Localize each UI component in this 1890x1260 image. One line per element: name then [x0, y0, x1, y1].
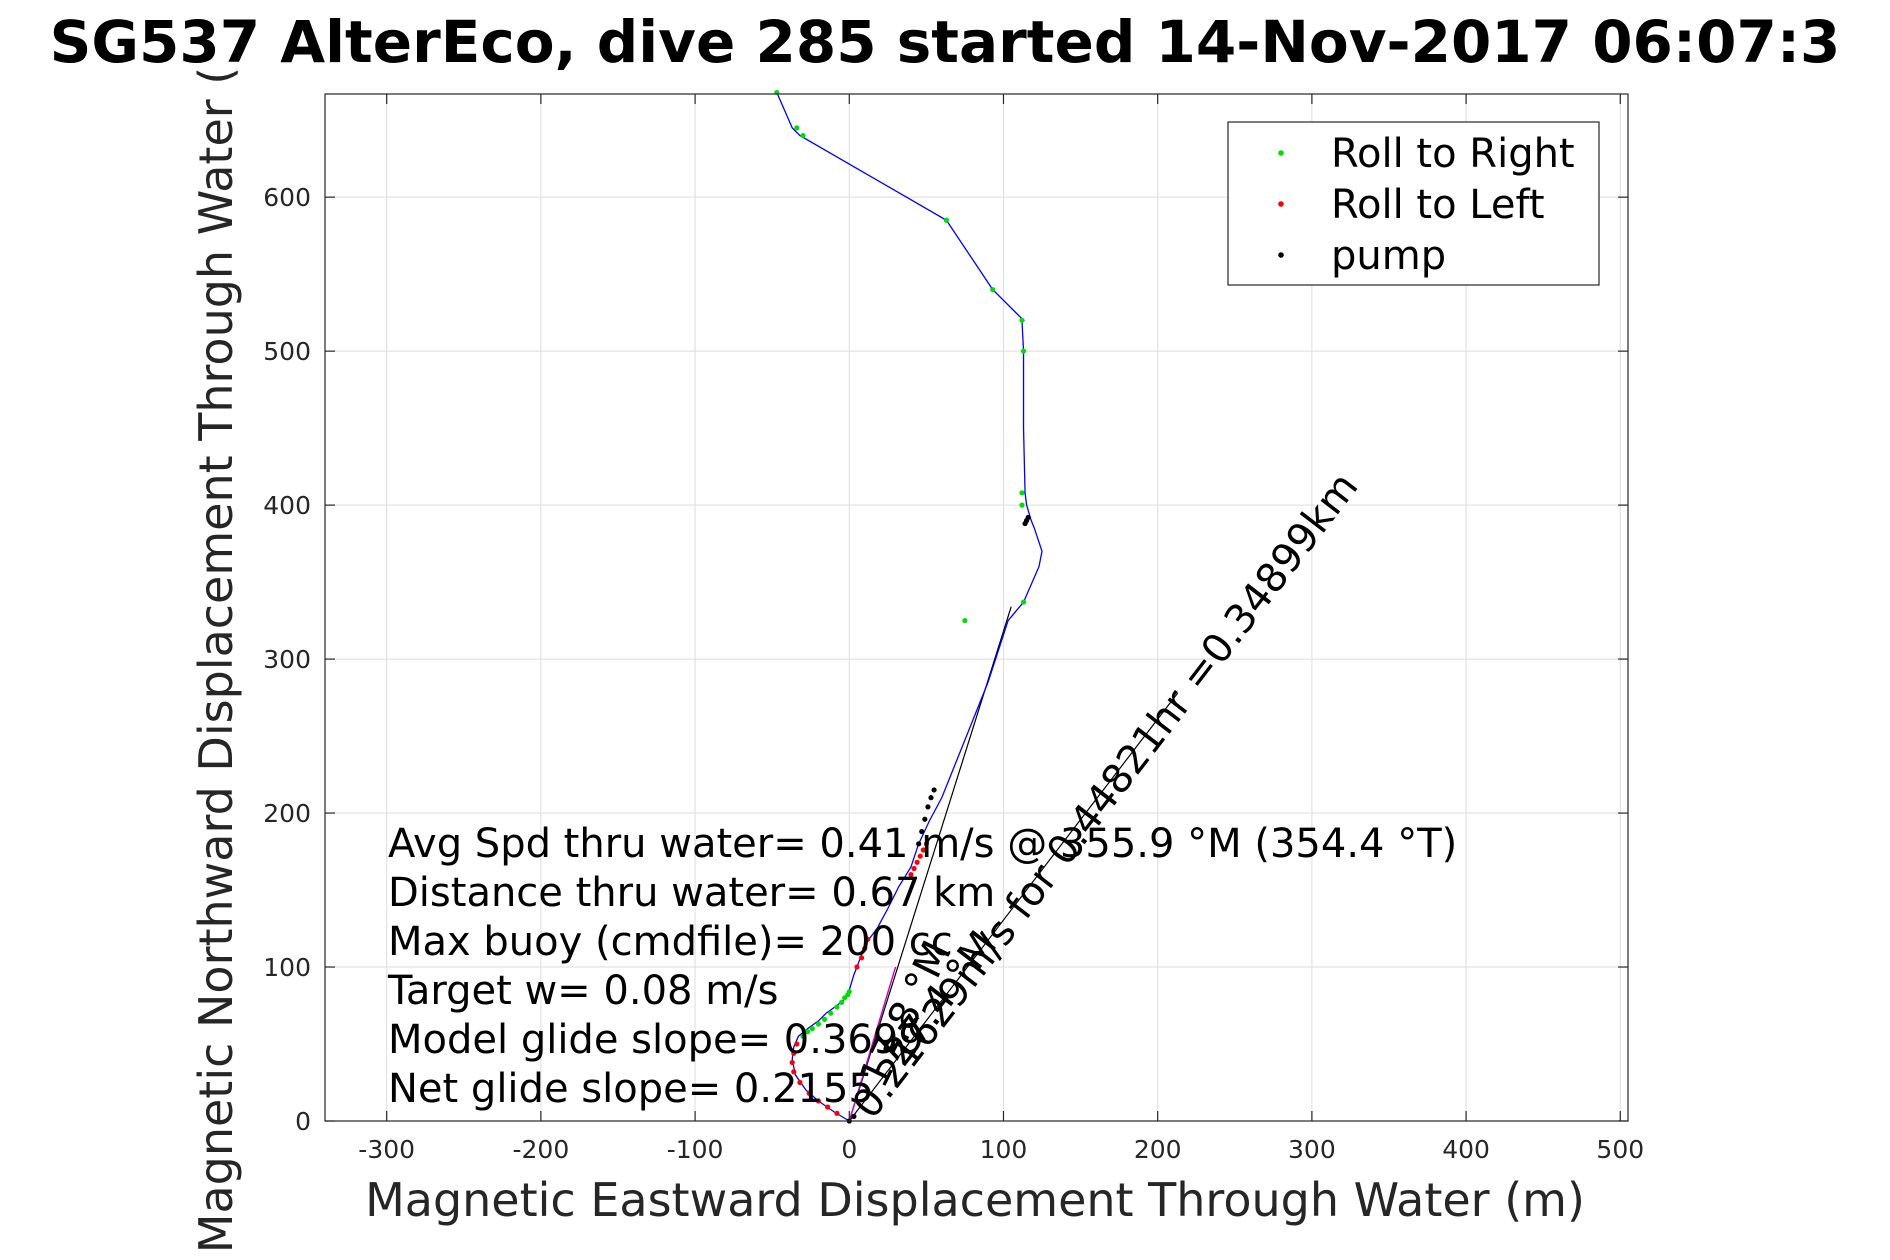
stats-annotation: Target w= 0.08 m/s — [387, 968, 778, 1014]
roll-right-point — [990, 286, 996, 293]
legend-marker — [1278, 150, 1284, 156]
roll-right-point — [1019, 502, 1025, 508]
roll-left-point — [920, 847, 926, 853]
x-axis-label: Magnetic Eastward Displacement Through W… — [365, 1173, 1585, 1227]
x-tick-label: -100 — [667, 1135, 724, 1164]
pump-point — [916, 841, 922, 847]
roll-right-point — [1020, 348, 1027, 354]
roll-left-point — [865, 936, 871, 942]
stats-annotation: Avg Spd thru water= 0.41 m/s @ 355.9 °M … — [388, 821, 1457, 867]
legend-marker — [1278, 201, 1284, 207]
x-tick-label: 200 — [1134, 1135, 1182, 1164]
stats-annotation: Net glide slope= 0.2155 — [388, 1066, 874, 1112]
roll-right-point — [838, 999, 845, 1006]
pump-point — [1025, 514, 1031, 521]
y-tick-label: 100 — [263, 953, 311, 982]
roll-right-point — [1019, 490, 1025, 496]
roll-left-point — [908, 872, 914, 878]
reference-line — [848, 692, 1179, 1122]
pump-point — [928, 795, 934, 801]
roll-left-point — [917, 853, 923, 859]
roll-right-point — [815, 1021, 822, 1027]
pump-point — [925, 804, 931, 810]
roll-right-point — [962, 617, 968, 624]
x-tick-label: -200 — [513, 1135, 570, 1164]
roll-right-point — [846, 989, 852, 995]
ticks: -300 -200 -100 0 100 200 300 400 500 0 100 200 300 40… — [263, 94, 1644, 1164]
x-tick-label: 300 — [1288, 1135, 1336, 1164]
x-tick-label: 0 — [841, 1135, 857, 1164]
x-tick-label: 400 — [1442, 1135, 1490, 1164]
roll-right-point — [828, 1010, 834, 1016]
roll-left-point — [911, 865, 917, 872]
y-axis-label: Magnetic Northward Displacement Through … — [189, 67, 243, 1253]
roll-left-point — [923, 841, 929, 847]
x-tick-label: 100 — [980, 1135, 1028, 1164]
current-segment — [848, 966, 897, 1122]
roll-right-point — [943, 217, 950, 223]
roll-right-point — [1019, 317, 1025, 323]
stats-annotation: Distance thru water= 0.67 km — [388, 870, 995, 916]
roll-left-point — [789, 1059, 795, 1066]
legend-label: Roll to Right — [1331, 131, 1575, 177]
pump-point — [922, 816, 928, 822]
plot-border — [324, 93, 1629, 1122]
roll-left-point — [815, 1098, 822, 1104]
roll-left-point — [862, 945, 868, 952]
stats-annotation: Max buoy (cmdfile)= 200 cc — [388, 919, 953, 965]
y-tick-label: 200 — [263, 799, 311, 828]
roll-right-point — [794, 125, 800, 131]
roll-right-point — [800, 132, 806, 139]
roll-left-point — [834, 1110, 840, 1116]
x-tick-label: -300 — [358, 1135, 415, 1164]
y-tick-label: 300 — [263, 645, 311, 674]
roll-left-point — [859, 955, 865, 961]
pump-point — [931, 787, 937, 793]
y-tick-label: 400 — [263, 491, 311, 520]
roll-right-point — [805, 1029, 811, 1035]
roll-right-point — [822, 1016, 828, 1022]
pump-point — [851, 1113, 857, 1119]
pump-point — [919, 828, 925, 835]
y-tick-label: 500 — [263, 337, 311, 366]
legend-marker — [1278, 252, 1284, 258]
legend: Roll to Right Roll to Left pump — [1227, 121, 1600, 286]
roll-right-point — [834, 1004, 840, 1010]
roll-left-point — [825, 1104, 831, 1110]
y-tick-label: 0 — [295, 1107, 311, 1136]
roll-left-point — [797, 1079, 803, 1086]
y-tick-label: 600 — [263, 183, 311, 212]
stats-annotation: Model glide slope= 0.3699 — [388, 1017, 924, 1063]
chart-title: SG537 AlterEco, dive 285 started 14-Nov-… — [50, 8, 1841, 76]
roll-right-point — [1020, 599, 1027, 605]
roll-left-point — [806, 1090, 812, 1096]
roll-left-point — [791, 1069, 797, 1075]
legend-box — [1227, 121, 1600, 286]
roll-left-point — [854, 964, 860, 970]
roll-left-point — [791, 1050, 797, 1056]
legend-label: pump — [1331, 233, 1446, 279]
roll-right-point — [809, 1026, 815, 1032]
roll-right-point — [800, 1033, 806, 1039]
legend-label: Roll to Left — [1331, 182, 1545, 228]
roll-left-point — [794, 1041, 800, 1047]
series-layer — [774, 89, 1179, 1124]
roll-left-point — [914, 859, 920, 865]
x-tick-label: 500 — [1596, 1135, 1644, 1164]
